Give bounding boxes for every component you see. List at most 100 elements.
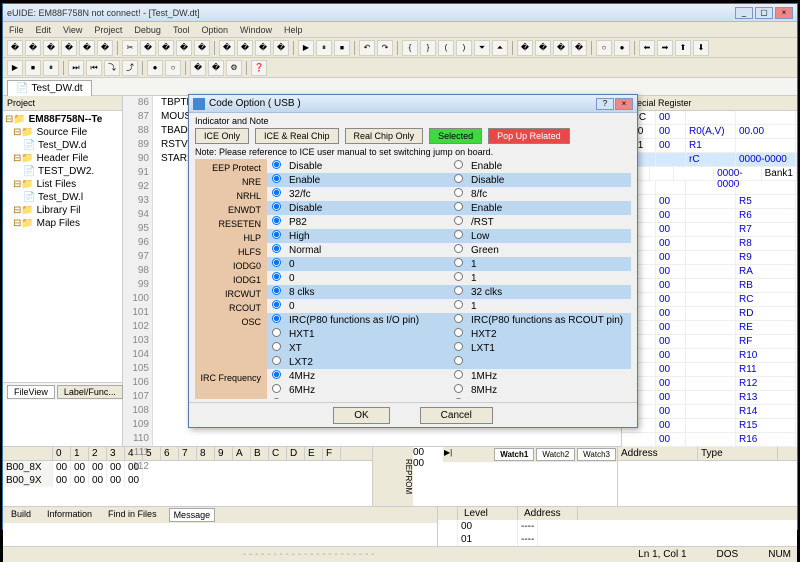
tool-button[interactable]: � (190, 60, 206, 76)
option-radio[interactable] (454, 244, 463, 253)
dialog-help-button[interactable]: ? (596, 98, 614, 110)
tool-button[interactable]: ⤵ (104, 60, 120, 76)
menu-tool[interactable]: Tool (173, 25, 190, 35)
mode-button[interactable]: Selected (429, 128, 482, 144)
minimize-button[interactable]: _ (735, 7, 753, 19)
option-radio[interactable] (272, 188, 281, 197)
menu-project[interactable]: Project (94, 25, 122, 35)
tool-button[interactable]: ● (147, 60, 163, 76)
ok-button[interactable]: OK (333, 407, 389, 424)
tool-button[interactable]: ⏶ (492, 40, 508, 56)
option-radio[interactable] (454, 286, 463, 295)
tool-button[interactable]: ○ (596, 40, 612, 56)
mode-button[interactable]: ICE Only (195, 128, 249, 144)
option-radio[interactable] (454, 314, 463, 323)
dialog-close-button[interactable]: × (615, 98, 633, 110)
tool-button[interactable]: ⏭ (68, 60, 84, 76)
tool-button[interactable]: � (571, 40, 587, 56)
tool-button[interactable]: ⏮ (86, 60, 102, 76)
output-tab[interactable]: Build (7, 508, 35, 522)
tool-button[interactable]: � (7, 40, 23, 56)
output-tab[interactable]: Message (169, 508, 216, 522)
tool-button[interactable]: � (176, 40, 192, 56)
tool-button[interactable]: ⏸ (316, 40, 332, 56)
option-radio[interactable] (272, 328, 281, 337)
menu-debug[interactable]: Debug (134, 25, 161, 35)
tool-button[interactable]: � (517, 40, 533, 56)
tool-button[interactable]: ⬆ (675, 40, 691, 56)
tool-button[interactable]: ⬅ (639, 40, 655, 56)
menu-window[interactable]: Window (240, 25, 272, 35)
option-radio[interactable] (272, 314, 281, 323)
option-radio[interactable] (272, 370, 281, 379)
option-radio[interactable] (454, 174, 463, 183)
tool-button[interactable]: � (535, 40, 551, 56)
option-radio[interactable] (272, 202, 281, 211)
option-radio[interactable] (272, 230, 281, 239)
tool-button[interactable]: } (420, 40, 436, 56)
option-radio[interactable] (272, 174, 281, 183)
tool-button[interactable]: ▶ (298, 40, 314, 56)
tool-button[interactable]: ↷ (377, 40, 393, 56)
option-radio[interactable] (454, 202, 463, 211)
option-radio[interactable] (272, 356, 281, 365)
tool-button[interactable]: � (553, 40, 569, 56)
cancel-button[interactable]: Cancel (420, 407, 493, 424)
menu-view[interactable]: View (63, 25, 82, 35)
mode-button[interactable]: Real Chip Only (345, 128, 424, 144)
tool-button[interactable]: ⏹ (334, 40, 350, 56)
tool-button[interactable]: � (97, 40, 113, 56)
option-radio[interactable] (454, 258, 463, 267)
option-radio[interactable] (454, 384, 463, 393)
menu-help[interactable]: Help (284, 25, 303, 35)
tool-button[interactable]: � (79, 40, 95, 56)
mode-button[interactable]: ICE & Real Chip (255, 128, 339, 144)
output-tab[interactable]: Information (43, 508, 96, 522)
option-radio[interactable] (272, 272, 281, 281)
tool-button[interactable]: ▶ (7, 60, 23, 76)
watch-tab[interactable]: Watch1 (494, 448, 534, 461)
option-radio[interactable] (454, 160, 463, 169)
tool-button[interactable]: � (255, 40, 271, 56)
tool-button[interactable]: ● (614, 40, 630, 56)
tool-button[interactable]: � (25, 40, 41, 56)
option-radio[interactable] (454, 188, 463, 197)
tool-button[interactable]: � (140, 40, 156, 56)
tool-button[interactable]: ➡ (657, 40, 673, 56)
tool-button[interactable]: � (194, 40, 210, 56)
option-radio[interactable] (454, 398, 463, 399)
option-radio[interactable] (272, 342, 281, 351)
option-radio[interactable] (454, 272, 463, 281)
tool-button[interactable]: ○ (165, 60, 181, 76)
document-tab[interactable]: 📄 Test_DW.dt (7, 80, 92, 96)
tool-button[interactable]: � (237, 40, 253, 56)
option-radio[interactable] (454, 300, 463, 309)
tool-button[interactable]: ⬇ (693, 40, 709, 56)
option-radio[interactable] (272, 160, 281, 169)
option-radio[interactable] (272, 398, 281, 399)
project-tree[interactable]: ⊟📁 EM88F758N--Te⊟📁 Source File📄 Test_DW.… (3, 111, 122, 232)
option-radio[interactable] (272, 384, 281, 393)
option-radio[interactable] (454, 342, 463, 351)
tool-button[interactable]: ⏸ (43, 60, 59, 76)
tool-button[interactable]: ( (438, 40, 454, 56)
menu-option[interactable]: Option (201, 25, 228, 35)
tool-button[interactable]: ⏹ (25, 60, 41, 76)
option-radio[interactable] (272, 258, 281, 267)
option-radio[interactable] (454, 370, 463, 379)
output-tab[interactable]: Find in Files (104, 508, 161, 522)
option-radio[interactable] (272, 286, 281, 295)
tool-button[interactable]: ↶ (359, 40, 375, 56)
tool-button[interactable]: ) (456, 40, 472, 56)
option-radio[interactable] (272, 216, 281, 225)
tool-button[interactable]: ✂ (122, 40, 138, 56)
menu-edit[interactable]: Edit (36, 25, 52, 35)
tool-button[interactable]: � (61, 40, 77, 56)
tool-button[interactable]: � (208, 60, 224, 76)
option-radio[interactable] (454, 356, 463, 365)
watch-tab[interactable]: Watch3 (577, 448, 616, 461)
watch-tab[interactable]: Watch2 (536, 448, 575, 461)
tool-button[interactable]: � (219, 40, 235, 56)
tool-button[interactable]: � (273, 40, 289, 56)
close-button[interactable]: × (775, 7, 793, 19)
